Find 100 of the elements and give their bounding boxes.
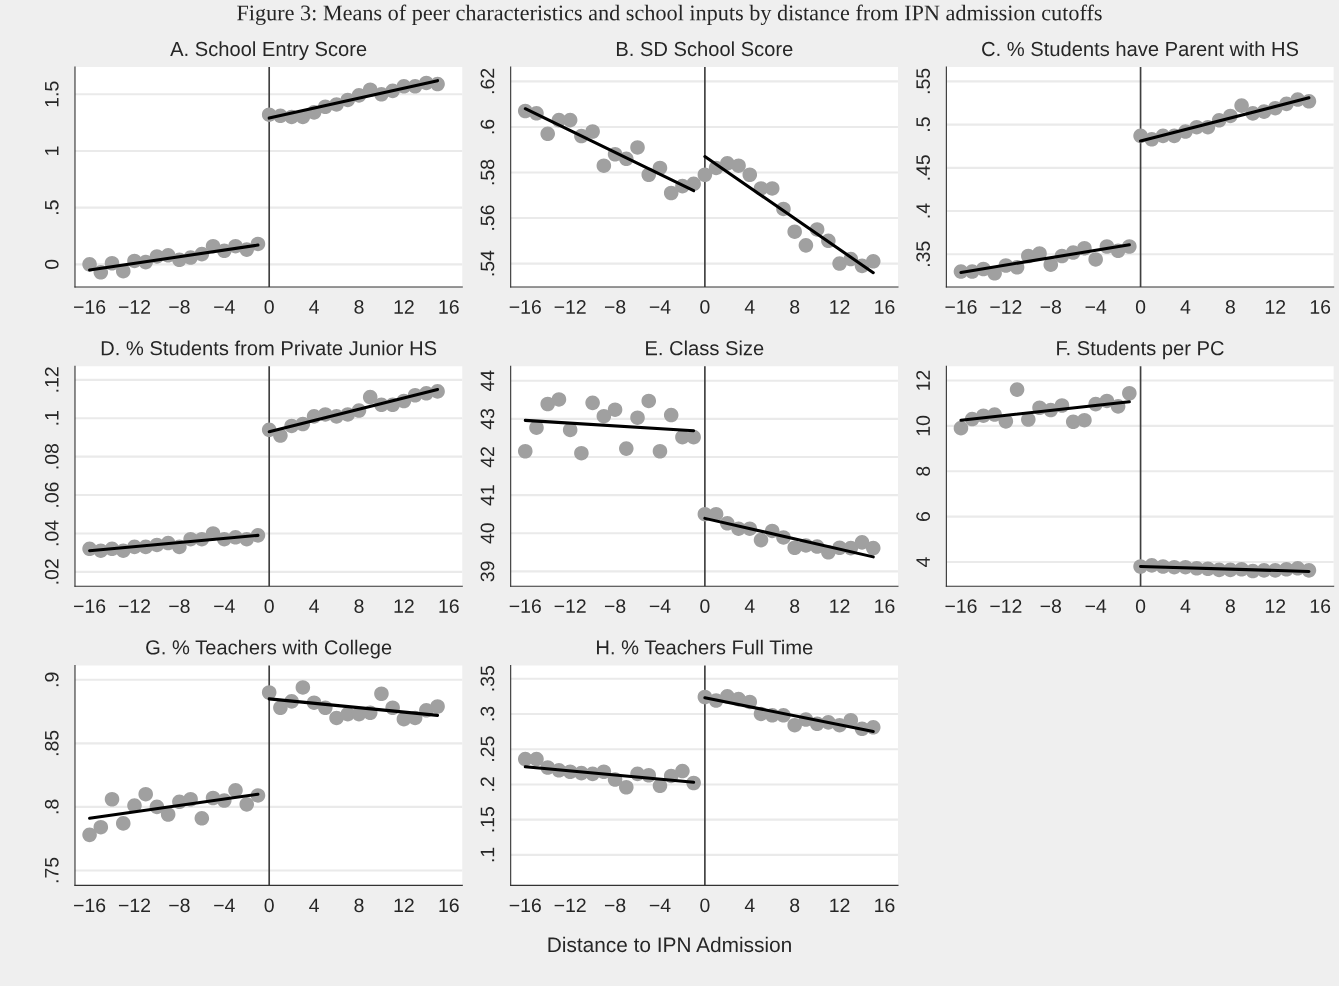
point: [138, 786, 153, 802]
x-tick-label: 0: [700, 599, 710, 614]
x-tick-label: 4: [1180, 599, 1191, 613]
y-tick-label: .54: [480, 250, 495, 276]
x-tick-label: 8: [354, 300, 364, 314]
point: [630, 140, 645, 155]
y-tick-label: .5: [916, 117, 931, 131]
x-tick-label: 8: [790, 898, 800, 913]
x-tick-label: 16: [875, 599, 895, 614]
x-tick-label: −4: [649, 898, 671, 913]
x-tick-label: 0: [264, 300, 274, 314]
y-tick-label: .35: [916, 241, 931, 267]
y-tick-label: .58: [480, 159, 495, 185]
x-tick-label: −8: [169, 898, 190, 913]
y-tick-label: .85: [44, 730, 59, 756]
y-tick-label: 39: [480, 561, 495, 582]
x-tick-label: −12: [118, 599, 150, 613]
point: [697, 167, 713, 183]
y-tick-label: .2: [480, 777, 495, 791]
y-tick-label: .56: [480, 205, 495, 230]
x-tick-label: 0: [264, 898, 274, 913]
y-tick-label: .12: [44, 367, 59, 392]
x-tick-label: 0: [1135, 300, 1146, 314]
y-tick-label: .06: [44, 482, 59, 507]
x-tick-label: 8: [1225, 300, 1235, 314]
x-tick-label: 12: [830, 898, 850, 913]
point: [663, 407, 679, 423]
x-tick-label: 16: [875, 300, 895, 314]
y-tick-label: .4: [916, 203, 930, 218]
y-tick-label: 6: [916, 512, 931, 522]
y-tick-label: 40: [480, 523, 495, 544]
x-tick-label: 12: [830, 599, 850, 613]
chart-title: A. School Entry Score: [170, 41, 367, 61]
point: [832, 256, 847, 271]
x-tick-label: −8: [604, 599, 626, 614]
point: [619, 779, 634, 795]
x-tick-label: −16: [509, 898, 541, 913]
y-tick-label: .25: [480, 736, 495, 761]
x-tick-label: 4: [744, 599, 755, 613]
x-tick-label: −16: [74, 898, 106, 913]
point: [374, 686, 389, 702]
x-tick-label: 12: [394, 300, 414, 314]
x-tick-label: 0: [700, 300, 710, 314]
x-tick-label: 12: [394, 898, 414, 913]
point: [764, 181, 780, 196]
x-tick-label: 0: [1135, 599, 1146, 614]
x-tick-label: 16: [439, 300, 459, 314]
point: [607, 402, 623, 417]
x-tick-label: 12: [830, 300, 850, 314]
point: [585, 124, 600, 139]
x-tick-label: −12: [554, 599, 586, 613]
point: [228, 783, 243, 798]
text: Distance to IPN Admission: [548, 936, 791, 953]
point: [641, 393, 657, 409]
y-tick-label: .9: [44, 672, 59, 687]
y-tick-label: .1: [45, 411, 59, 425]
point: [430, 699, 445, 714]
point: [787, 224, 802, 239]
point: [742, 167, 758, 183]
x-tick-label: 4: [744, 898, 755, 913]
x-tick-label: −12: [990, 300, 1022, 314]
point: [1077, 412, 1092, 428]
x-tick-label: 4: [309, 898, 319, 913]
point: [596, 158, 612, 173]
y-tick-label: .75: [45, 857, 59, 883]
x-tick-label: −8: [169, 599, 190, 614]
point: [731, 158, 746, 173]
x-tick-label: 16: [439, 599, 459, 614]
y-tick-label: .6: [480, 119, 495, 134]
chart-title: H. % Teachers Full Time: [597, 639, 813, 655]
x-tick-label: 4: [309, 300, 319, 314]
y-tick-label: .02: [44, 559, 59, 584]
y-tick-label: .04: [44, 520, 59, 546]
chart-title: C. % Students have Parent with HS: [982, 41, 1299, 57]
y-tick-label: 10: [916, 415, 931, 436]
chart-title: G. % Teachers with College: [146, 639, 392, 659]
x-tick-label: −12: [554, 898, 586, 913]
point: [663, 185, 679, 201]
y-tick-label: 4: [916, 557, 930, 567]
point: [239, 797, 255, 812]
point: [865, 254, 881, 269]
x-tick-label: 8: [354, 599, 364, 614]
x-tick-label: −4: [1085, 599, 1107, 613]
y-tick-label: .35: [480, 665, 495, 691]
point: [753, 532, 769, 548]
point: [82, 827, 97, 843]
x-tick-label: −16: [945, 300, 977, 314]
point: [1122, 385, 1137, 401]
x-tick-label: 4: [1180, 300, 1191, 314]
y-tick-label: .8: [44, 799, 59, 814]
x-tick-label: 12: [1265, 599, 1286, 613]
point: [562, 112, 578, 128]
x-tick-label: 12: [394, 599, 414, 613]
point: [529, 751, 544, 767]
point: [798, 238, 814, 253]
point: [1234, 98, 1249, 113]
x-tick-label: 8: [790, 599, 800, 614]
y-tick-label: 44: [480, 370, 495, 392]
point: [854, 535, 870, 550]
point: [517, 443, 533, 459]
